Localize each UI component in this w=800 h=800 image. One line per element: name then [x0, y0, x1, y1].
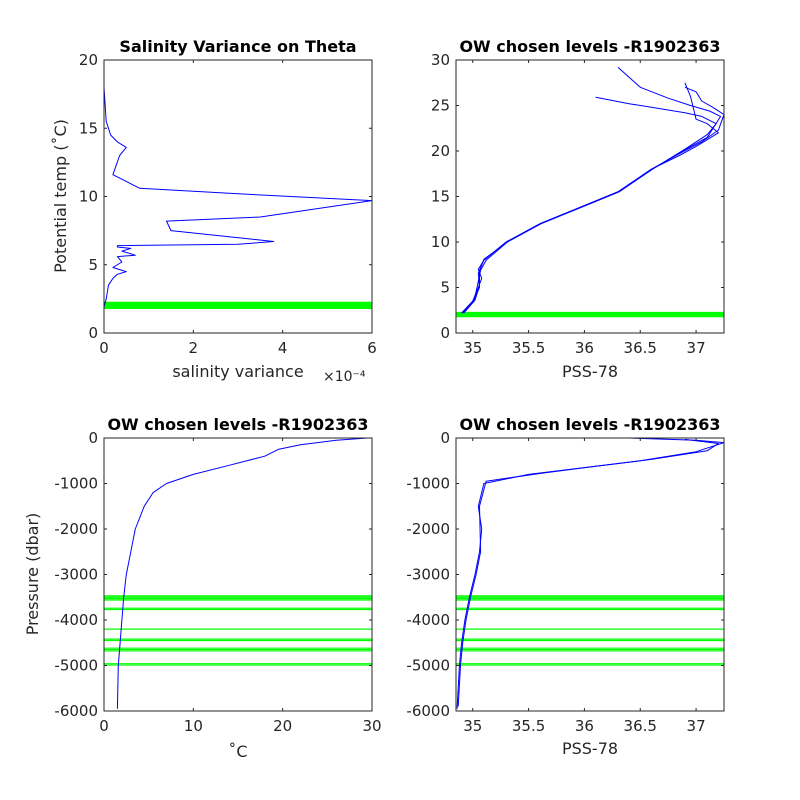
panel-ow-levels-pressure-salinity: OW chosen levels -R1902363 PSS-78 35 35.5…	[406, 415, 725, 758]
data-layer	[456, 66, 724, 318]
y-tick-label: 10	[79, 188, 98, 206]
x-tick-label: 35	[463, 717, 482, 735]
x-tick-label: 0	[99, 339, 109, 357]
y-tick-label: -2000	[406, 520, 450, 538]
profile-line	[462, 82, 719, 314]
y-tick-label: -6000	[406, 702, 450, 720]
x-tick-label: 36	[575, 339, 594, 357]
panel-3-xlabel: ˚C	[228, 742, 247, 761]
profile-line	[457, 438, 719, 707]
x-tick-label: 36.5	[624, 717, 657, 735]
panel-4-title: OW chosen levels -R1902363	[459, 415, 720, 434]
y-tick-label: 5	[440, 279, 450, 297]
y-tick-label: 0	[440, 429, 450, 447]
x-tick-label: 37	[687, 717, 706, 735]
panel-3-ylabel: Pressure (dbar)	[23, 513, 42, 636]
x-tick-label: 35	[463, 339, 482, 357]
y-tick-label: 20	[79, 51, 98, 69]
x-tick-label: 2	[189, 339, 199, 357]
x-tick-label: 36	[575, 717, 594, 735]
panel-ow-levels-theta-salinity: OW chosen levels -R1902363 PSS-78 35 35.5…	[431, 37, 725, 381]
y-tick-label: -1000	[54, 475, 98, 493]
x-tick-label: 30	[362, 717, 381, 735]
y-tick-label: 10	[431, 233, 450, 251]
panel-1-x-exponent: ×10⁻⁴	[323, 369, 366, 385]
plot-area	[456, 438, 724, 711]
y-tick-label: -6000	[54, 702, 98, 720]
y-tick-label: -1000	[406, 475, 450, 493]
y-tick-label: -4000	[406, 611, 450, 629]
profile-line	[456, 438, 724, 709]
panel-4-xlabel: PSS-78	[562, 739, 618, 758]
data-layer	[104, 87, 372, 310]
profile-line	[104, 87, 372, 308]
panel-1-title: Salinity Variance on Theta	[119, 37, 356, 56]
y-tick-label: 30	[431, 51, 450, 69]
panel-1-ylabel: Potential temp (˚C)	[51, 119, 70, 273]
x-tick-label: 10	[184, 717, 203, 735]
data-layer	[104, 438, 372, 709]
panel-1-xlabel: salinity variance	[172, 362, 303, 381]
plot-area	[104, 60, 372, 333]
y-tick-label: -2000	[54, 520, 98, 538]
y-tick-label: -5000	[406, 657, 450, 675]
profile-line	[116, 438, 368, 709]
y-tick-label: 15	[79, 119, 98, 137]
panel-2-title: OW chosen levels -R1902363	[459, 37, 720, 56]
plot-area	[104, 438, 372, 711]
y-tick-label: 0	[88, 429, 98, 447]
x-tick-label: 0	[99, 717, 109, 735]
y-tick-label: -3000	[54, 566, 98, 584]
data-layer	[456, 438, 724, 709]
y-tick-label: -5000	[54, 657, 98, 675]
x-tick-label: 37	[687, 339, 706, 357]
y-tick-label: 25	[431, 97, 450, 115]
plot-area	[456, 60, 724, 333]
panel-2-xlabel: PSS-78	[562, 362, 618, 381]
y-tick-label: -4000	[54, 611, 98, 629]
y-tick-label: 5	[88, 256, 98, 274]
x-tick-label: 20	[273, 717, 292, 735]
panel-salinity-variance: Salinity Variance on Theta salinity vari…	[51, 37, 377, 385]
x-tick-label: 36.5	[624, 339, 657, 357]
y-tick-label: 15	[431, 188, 450, 206]
x-tick-label: 6	[367, 339, 377, 357]
x-tick-label: 35.5	[512, 717, 545, 735]
y-tick-label: 0	[88, 324, 98, 342]
panel-ow-levels-pressure-temp: OW chosen levels -R1902363 ˚C Pressure (…	[23, 415, 382, 761]
y-tick-label: -3000	[406, 566, 450, 584]
panel-3-title: OW chosen levels -R1902363	[107, 415, 368, 434]
profile-line	[461, 96, 717, 314]
x-tick-label: 4	[278, 339, 288, 357]
x-tick-label: 35.5	[512, 339, 545, 357]
y-tick-label: 0	[440, 324, 450, 342]
y-tick-label: 20	[431, 142, 450, 160]
